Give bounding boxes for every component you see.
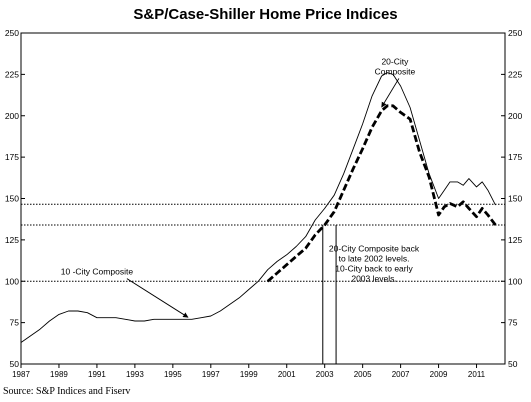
y-tick-label-right: 50 xyxy=(508,359,518,369)
y-tick-label-right: 250 xyxy=(508,28,522,38)
y-tick-label-left: 175 xyxy=(5,152,19,162)
x-tick-label: 2005 xyxy=(354,370,372,379)
y-tick-label-left: 225 xyxy=(5,69,19,79)
x-tick-label: 1997 xyxy=(202,370,220,379)
series-line-1 xyxy=(266,104,497,283)
x-tick-label: 2007 xyxy=(392,370,410,379)
x-tick-label: 1999 xyxy=(240,370,258,379)
x-tick-label: 1993 xyxy=(126,370,144,379)
y-tick-label-right: 150 xyxy=(508,194,522,204)
annotation-1: 10 -City Composite xyxy=(61,267,134,277)
y-tick-label-right: 75 xyxy=(508,318,518,328)
source-note: Source: S&P Indices and Fiserv xyxy=(3,386,131,397)
y-tick-label-left: 150 xyxy=(5,194,19,204)
x-tick-label: 2001 xyxy=(278,370,296,379)
y-tick-label-left: 100 xyxy=(5,276,19,286)
chart-title: S&P/Case-Shiller Home Price Indices xyxy=(133,6,398,23)
y-tick-label-left: 125 xyxy=(5,235,19,245)
y-tick-label-right: 225 xyxy=(508,69,522,79)
x-tick-label: 2009 xyxy=(430,370,448,379)
series-line-0 xyxy=(20,72,496,343)
annotation-2: 20-City Composite back to late 2002 level… xyxy=(329,243,420,283)
x-tick-label: 1987 xyxy=(12,370,30,379)
y-tick-label-left: 75 xyxy=(10,318,20,328)
y-tick-label-right: 100 xyxy=(508,276,522,286)
annotation-0: 20-City Composite xyxy=(375,56,416,76)
annotation-arrow-1 xyxy=(126,278,189,318)
x-tick-label: 1991 xyxy=(88,370,106,379)
y-tick-label-left: 250 xyxy=(5,28,19,38)
y-tick-label-right: 175 xyxy=(508,152,522,162)
plot-area xyxy=(20,32,506,365)
y-tick-label-left: 200 xyxy=(5,111,19,121)
y-tick-label-right: 200 xyxy=(508,111,522,121)
x-tick-label: 1989 xyxy=(50,370,68,379)
annotation-arrow-0 xyxy=(381,78,400,108)
y-tick-label-left: 50 xyxy=(10,359,20,369)
x-tick-label: 2003 xyxy=(316,370,334,379)
y-tick-label-right: 125 xyxy=(508,235,522,245)
x-tick-label: 1995 xyxy=(164,370,182,379)
x-tick-label: 2011 xyxy=(468,370,486,379)
